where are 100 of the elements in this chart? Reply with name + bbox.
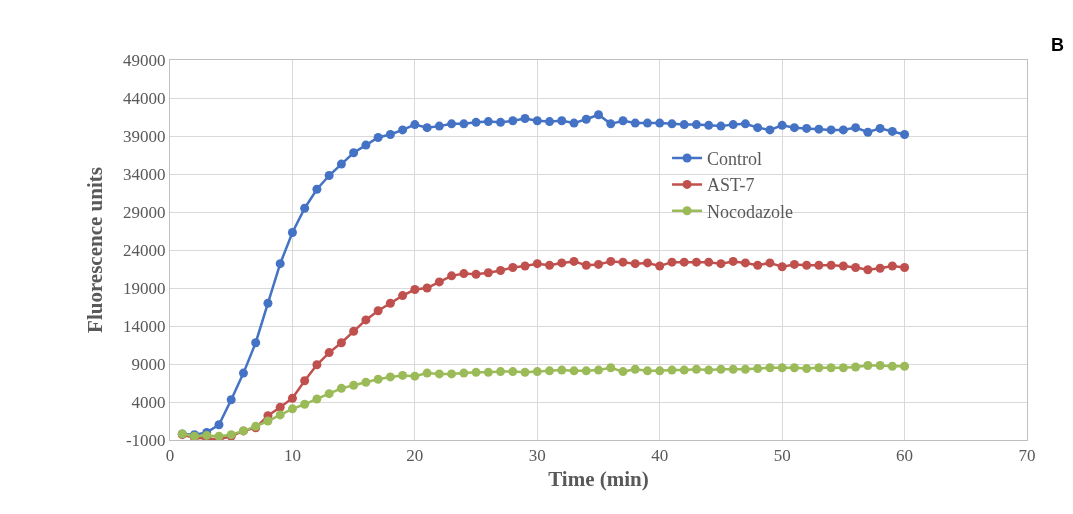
y-tick-label: 24000 (123, 240, 166, 260)
point (520, 367, 530, 377)
point (716, 364, 726, 374)
point (471, 367, 481, 377)
point (887, 261, 897, 271)
point (385, 129, 395, 139)
y-tick-label: 4000 (131, 392, 166, 412)
point (777, 120, 787, 130)
point (875, 263, 885, 273)
point (789, 363, 799, 373)
point (765, 125, 775, 135)
point (508, 367, 518, 377)
point (434, 121, 444, 131)
point (606, 256, 616, 266)
point (777, 262, 787, 272)
point (838, 125, 848, 135)
point (275, 410, 285, 420)
point (520, 114, 530, 124)
point (606, 119, 616, 129)
point (875, 123, 885, 133)
point (863, 265, 873, 275)
point (214, 420, 224, 430)
point (655, 261, 665, 271)
y-tick-label: 9000 (131, 354, 166, 374)
point (410, 371, 420, 381)
point (361, 377, 371, 387)
x-tick-label: 30 (528, 446, 546, 466)
point (447, 271, 457, 281)
point (508, 262, 518, 272)
point (336, 338, 346, 348)
y-tick-label: -1000 (125, 430, 166, 450)
point (826, 363, 836, 373)
point (496, 117, 506, 127)
point (263, 298, 273, 308)
point (838, 363, 848, 373)
point (900, 262, 910, 272)
point (557, 116, 567, 126)
legend-label: Nocodazole (707, 201, 794, 222)
point (765, 258, 775, 268)
point (655, 118, 665, 128)
point (300, 203, 310, 213)
point (691, 257, 701, 267)
point (483, 367, 493, 377)
point (642, 258, 652, 268)
point (900, 129, 910, 139)
point (275, 259, 285, 269)
point (312, 360, 322, 370)
point (434, 277, 444, 287)
point (814, 124, 824, 134)
point (740, 258, 750, 268)
point (361, 140, 371, 150)
point (226, 395, 236, 405)
x-tick-label: 50 (773, 446, 791, 466)
point (594, 365, 603, 375)
point (361, 315, 371, 325)
point (679, 365, 689, 375)
point (606, 363, 616, 373)
point (594, 259, 603, 269)
point (410, 285, 420, 295)
point (532, 259, 542, 269)
point (385, 298, 395, 308)
point (312, 394, 322, 404)
point (838, 261, 848, 271)
point (642, 366, 652, 376)
point (753, 123, 763, 133)
point (728, 256, 738, 266)
point (569, 366, 579, 376)
point (336, 159, 346, 169)
point (459, 269, 469, 279)
y-axis-title: Fluorescence units (83, 167, 108, 333)
point (349, 148, 359, 158)
point (630, 259, 640, 269)
point (287, 404, 297, 414)
point (569, 256, 579, 266)
point (887, 361, 897, 371)
point (875, 361, 885, 371)
point (263, 416, 273, 426)
point (802, 260, 812, 270)
point (740, 119, 750, 129)
point (324, 348, 334, 358)
point (385, 372, 395, 382)
legend-label: Control (707, 149, 763, 170)
y-tick-label: 49000 (123, 50, 166, 70)
point (483, 117, 493, 127)
point (802, 123, 812, 133)
point (863, 361, 873, 371)
point (826, 125, 836, 135)
point (630, 118, 640, 128)
point (447, 369, 457, 379)
y-tick-label: 19000 (123, 278, 166, 298)
point (398, 125, 408, 135)
y-tick-label: 29000 (123, 202, 166, 222)
point (667, 257, 677, 267)
point (826, 260, 836, 270)
point (667, 119, 677, 129)
point (532, 116, 542, 126)
x-tick-label: 40 (651, 446, 669, 466)
x-tick-label: 0 (165, 446, 175, 466)
point (434, 369, 444, 379)
point (618, 257, 628, 267)
